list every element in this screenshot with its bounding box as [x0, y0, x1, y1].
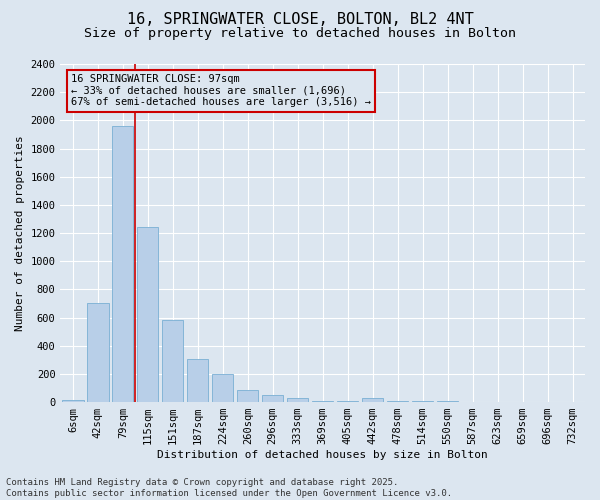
Y-axis label: Number of detached properties: Number of detached properties — [15, 135, 25, 331]
Bar — [137, 228, 158, 402]
Bar — [237, 390, 259, 402]
Bar — [112, 126, 133, 402]
Bar — [262, 395, 283, 402]
Bar — [62, 400, 83, 402]
Bar — [412, 401, 433, 402]
Text: 16, SPRINGWATER CLOSE, BOLTON, BL2 4NT: 16, SPRINGWATER CLOSE, BOLTON, BL2 4NT — [127, 12, 473, 28]
Text: 16 SPRINGWATER CLOSE: 97sqm
← 33% of detached houses are smaller (1,696)
67% of : 16 SPRINGWATER CLOSE: 97sqm ← 33% of det… — [71, 74, 371, 108]
X-axis label: Distribution of detached houses by size in Bolton: Distribution of detached houses by size … — [157, 450, 488, 460]
Text: Size of property relative to detached houses in Bolton: Size of property relative to detached ho… — [84, 28, 516, 40]
Bar — [187, 359, 208, 402]
Bar — [362, 398, 383, 402]
Bar — [337, 401, 358, 402]
Text: Contains HM Land Registry data © Crown copyright and database right 2025.
Contai: Contains HM Land Registry data © Crown c… — [6, 478, 452, 498]
Bar — [87, 304, 109, 402]
Bar — [437, 401, 458, 402]
Bar — [212, 374, 233, 402]
Bar — [162, 320, 184, 402]
Bar — [312, 401, 334, 402]
Bar — [287, 398, 308, 402]
Bar — [387, 401, 408, 402]
